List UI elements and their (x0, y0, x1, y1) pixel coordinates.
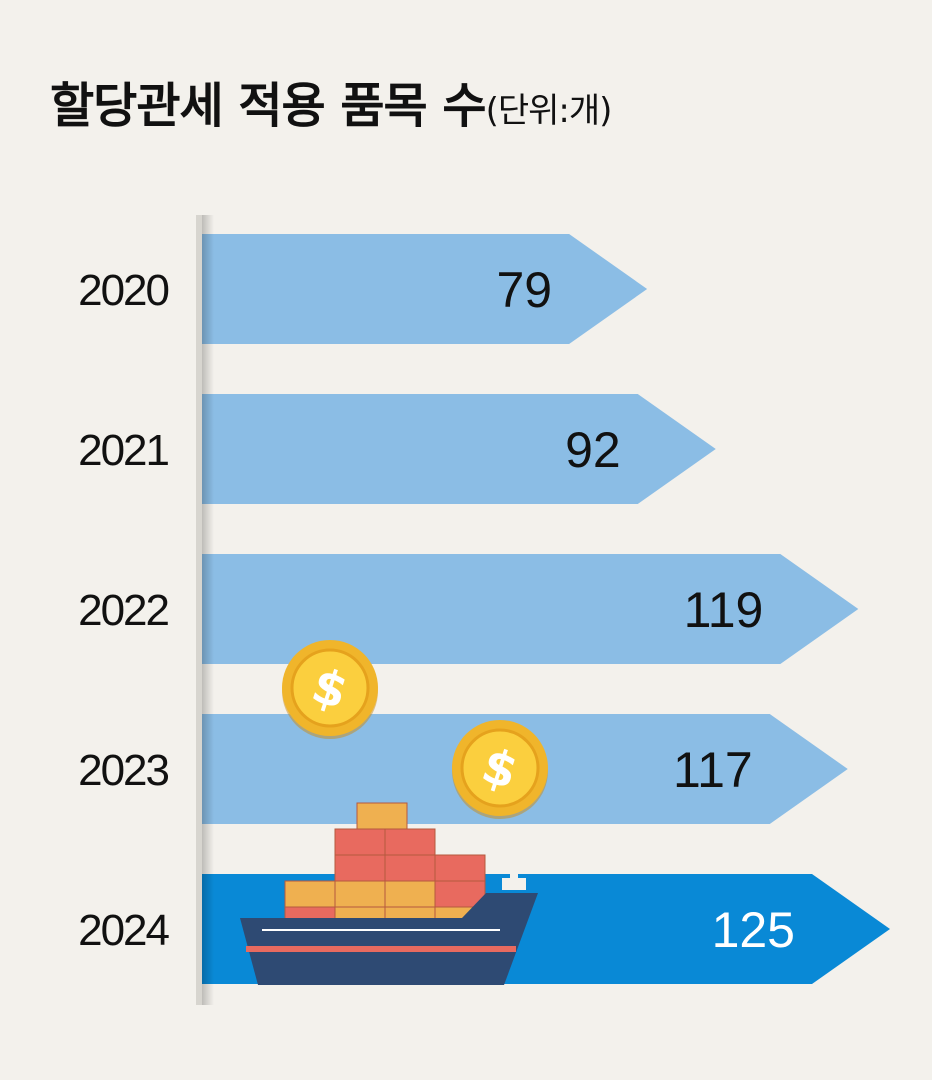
decorations-layer: $$ (240, 640, 548, 985)
chart-title-main: 할당관세 적용 품목 수 (50, 78, 487, 134)
year-label-2020: 2020 (78, 266, 168, 315)
bar-2022 (197, 554, 859, 664)
bar-2020 (197, 234, 648, 344)
chart-title: 할당관세 적용 품목 수(단위:개) (50, 66, 613, 136)
year-label-2024: 2024 (78, 906, 169, 955)
value-label-2024: 125 (712, 902, 795, 958)
axis-line (196, 215, 202, 1005)
container-ship-icon (240, 802, 538, 985)
chart-title-unit: (단위:개) (485, 91, 613, 131)
year-label-2023: 2023 (78, 746, 168, 795)
value-label-2020: 79 (496, 262, 552, 318)
year-label-2022: 2022 (78, 586, 168, 635)
year-label-2021: 2021 (78, 426, 168, 475)
bars-layer (197, 234, 890, 984)
labels-layer: 2020 79 2021 92 2022 119 2023 117 2024 125 (78, 262, 795, 958)
dollar-coin-icon: $ (282, 640, 378, 739)
value-label-2021: 92 (565, 422, 621, 478)
dollar-coin-icon: $ (452, 720, 548, 819)
axis-shadow (202, 215, 214, 1005)
value-label-2022: 119 (684, 582, 764, 638)
bar-2021 (197, 394, 716, 504)
value-label-2023: 117 (673, 742, 753, 798)
